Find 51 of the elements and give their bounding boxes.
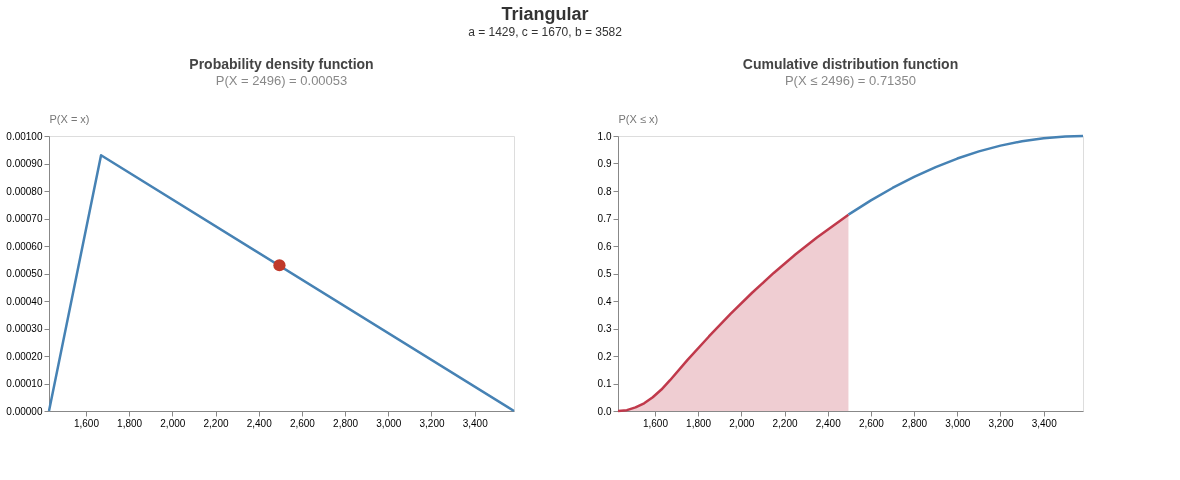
y-tick-label: 0.1 bbox=[597, 378, 612, 389]
y-tick-label: 1.0 bbox=[597, 130, 612, 142]
chart-title: Cumulative distribution function bbox=[742, 56, 959, 72]
y-tick-label: 0.00010 bbox=[6, 378, 43, 389]
x-tick-label: 2,600 bbox=[289, 417, 316, 429]
x-tick-label: 3,400 bbox=[462, 417, 489, 429]
y-tick-label: 0.00070 bbox=[6, 213, 43, 224]
x-tick-label: 1,800 bbox=[686, 417, 712, 429]
y-tick-label: 0.00060 bbox=[6, 240, 43, 252]
chart-subtitle: P(X ≤ 2496) = 0.71350 bbox=[784, 73, 917, 88]
x-tick-label: 2,400 bbox=[815, 417, 842, 429]
x-tick-label: 3,400 bbox=[1031, 417, 1058, 429]
x-tick-label: 2,200 bbox=[772, 417, 798, 429]
x-tick-label: 3,000 bbox=[376, 417, 402, 429]
y-tick-label: 0.00000 bbox=[6, 405, 43, 417]
line-series bbox=[847, 134, 1085, 216]
text: a = 1429, c = 1670, b = 3582 bbox=[468, 24, 623, 39]
y-tick-label: 0.9 bbox=[597, 158, 612, 169]
y-tick-label: 0.00040 bbox=[6, 295, 43, 307]
x-tick-label: 1,800 bbox=[117, 417, 143, 429]
x-tick-label: 3,200 bbox=[419, 417, 445, 429]
x-tick-label: 2,600 bbox=[858, 417, 885, 429]
x-tick-label: 2,000 bbox=[160, 417, 186, 429]
y-tick-label: 0.00020 bbox=[6, 350, 43, 362]
y-tick-label: 0.8 bbox=[597, 185, 612, 197]
y-tick-label: 0.4 bbox=[597, 295, 612, 307]
y-axis-title: P(X = x) bbox=[49, 112, 90, 125]
x-tick-label: 3,000 bbox=[945, 417, 971, 429]
x-tick-label: 3,200 bbox=[988, 417, 1014, 429]
y-tick-label: 0.5 bbox=[597, 268, 612, 279]
y-tick-label: 0.00050 bbox=[6, 268, 43, 279]
x-tick-label: 2,800 bbox=[333, 417, 359, 429]
x-tick-label: 1,600 bbox=[642, 417, 669, 429]
x-tick-label: 2,400 bbox=[246, 417, 273, 429]
y-tick-label: 0.6 bbox=[597, 240, 612, 252]
y-tick-label: 0.7 bbox=[597, 213, 612, 224]
y-tick-label: 0.00030 bbox=[6, 323, 43, 334]
chart-subtitle: P(X = 2496) = 0.00053 bbox=[215, 73, 348, 88]
x-tick-label: 2,200 bbox=[203, 417, 229, 429]
y-tick-label: 0.2 bbox=[597, 350, 612, 362]
x-tick-label: 2,000 bbox=[729, 417, 755, 429]
y-tick-label: 0.00100 bbox=[6, 130, 43, 142]
text: Triangular bbox=[501, 3, 589, 24]
x-tick-label: 1,600 bbox=[73, 417, 100, 429]
y-axis-title: P(X ≤ x) bbox=[618, 112, 659, 125]
y-tick-label: 0.0 bbox=[597, 405, 612, 417]
chart-title: Probability density function bbox=[189, 56, 374, 72]
y-tick-label: 0.3 bbox=[597, 323, 612, 334]
y-tick-label: 0.00080 bbox=[6, 185, 43, 197]
y-tick-label: 0.00090 bbox=[6, 158, 43, 169]
x-tick-label: 2,800 bbox=[902, 417, 928, 429]
